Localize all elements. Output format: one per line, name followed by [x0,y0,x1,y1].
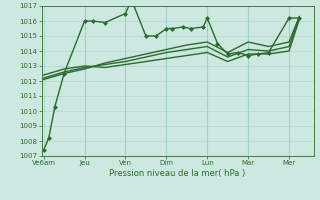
X-axis label: Pression niveau de la mer( hPa ): Pression niveau de la mer( hPa ) [109,169,246,178]
